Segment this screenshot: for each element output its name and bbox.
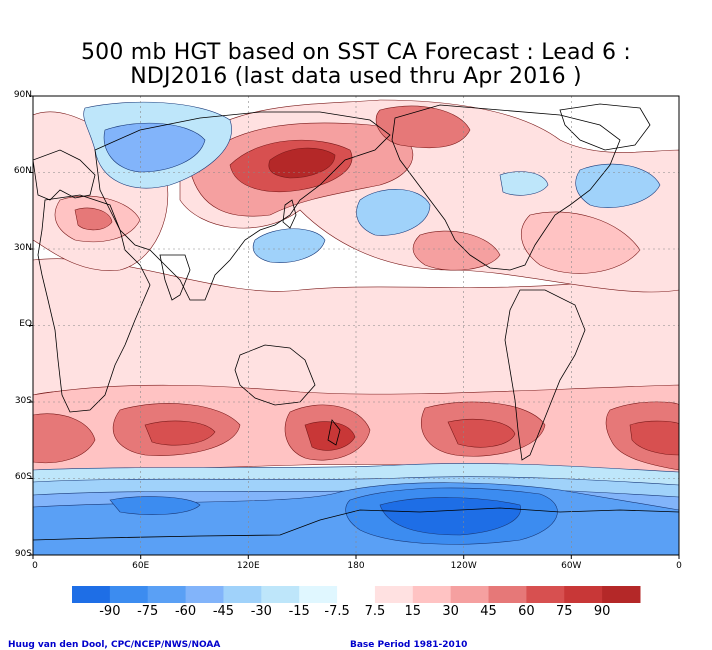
colorbar-bin — [450, 586, 490, 603]
coastline-asia — [94, 111, 391, 301]
colorbar-bin — [109, 586, 149, 603]
negative-anomaly-region — [575, 163, 661, 208]
lat-label-60n: 60N — [13, 166, 32, 176]
coastline-africa — [37, 194, 151, 413]
coastline-south-america — [504, 289, 586, 461]
negative-anomaly-region — [252, 228, 326, 263]
axis-ticks — [29, 95, 680, 559]
credit-text: Huug van den Dool, CPC/NCEP/NWS/NOAA — [8, 640, 221, 650]
lon-label-120e: 120E — [236, 561, 260, 571]
colorbar-label: 75 — [555, 604, 573, 619]
colorbar-bin — [337, 586, 376, 603]
colorbar-label: -30 — [250, 604, 272, 619]
negative-anomaly-region — [356, 189, 431, 236]
lon-label-60w: 60W — [561, 561, 582, 571]
lat-label-90n: 90N — [13, 90, 32, 100]
positive-anomaly-region — [268, 147, 336, 179]
positive-anomaly-region — [144, 420, 216, 446]
colorbar-label: -75 — [137, 604, 159, 619]
coastline-japan — [282, 199, 297, 229]
colorbar-bin — [147, 586, 187, 603]
lat-label-30s: 30S — [14, 396, 32, 406]
coastline-europe — [33, 149, 96, 201]
negative-anomaly-region — [379, 497, 521, 536]
coastlines — [33, 103, 679, 541]
negative-anomaly-region — [103, 122, 206, 173]
colorbar-label: 45 — [480, 604, 497, 619]
lat-label-30n: 30N — [13, 243, 32, 253]
positive-anomaly-region — [304, 421, 356, 451]
lat-label-eq: EQ — [19, 319, 32, 329]
colorbar-label: 15 — [404, 604, 422, 619]
coastline-india — [159, 254, 191, 301]
negative-anomaly-region — [499, 171, 549, 196]
lat-label-60s: 60S — [14, 472, 32, 482]
coastline-new-zealand — [327, 419, 341, 446]
colorbar-label: -7.5 — [324, 604, 350, 619]
colorbar-bin — [185, 586, 224, 603]
colorbar-bin — [412, 586, 452, 603]
colorbar-bin — [72, 586, 111, 603]
lon-label-0-east: 0 — [676, 561, 682, 571]
colorbar-bin — [223, 586, 262, 603]
colorbar-label: 90 — [593, 604, 611, 619]
map-title-line2: NDJ2016 (last data used thru Apr 2016 ) — [130, 64, 582, 89]
colorbar-bin — [564, 586, 603, 603]
graticule — [33, 96, 679, 555]
colorbar-label: -60 — [174, 604, 197, 619]
colorbar-label: -90 — [99, 604, 121, 619]
lon-label-120w: 120W — [450, 561, 477, 571]
colorbar-bin — [374, 586, 414, 603]
colorbar-label: -45 — [212, 604, 235, 619]
colorbar-bin — [602, 586, 641, 603]
positive-anomaly-region — [33, 413, 96, 464]
negative-anomaly-region — [109, 496, 201, 515]
coastline-greenland — [559, 103, 651, 151]
positive-anomaly-region — [521, 211, 641, 274]
positive-anomaly-region — [629, 420, 679, 456]
map-title-line1: 500 mb HGT based on SST CA Forecast : Le… — [80, 40, 632, 65]
colorbar-bin — [526, 586, 565, 603]
coastline-antarctica — [33, 507, 679, 541]
lon-label-60e: 60E — [132, 561, 150, 571]
colorbar-label: 60 — [518, 604, 535, 619]
colorbar-bin — [488, 586, 527, 603]
positive-anomaly-region — [447, 419, 516, 448]
lon-label-180: 180 — [347, 561, 365, 571]
colorbar-label: 7.5 — [364, 604, 386, 619]
positive-anomaly-region — [74, 207, 113, 231]
colorbar-bin — [299, 586, 338, 603]
colorbar-label: 30 — [442, 604, 459, 619]
coastline-north-america — [391, 104, 621, 271]
base-period-text: Base Period 1981-2010 — [350, 640, 468, 650]
colorbar-label: -15 — [288, 604, 310, 619]
lat-label-90s: 90S — [14, 549, 32, 559]
colorbar-bin — [261, 586, 300, 603]
lon-label-0: 0 — [32, 561, 38, 571]
